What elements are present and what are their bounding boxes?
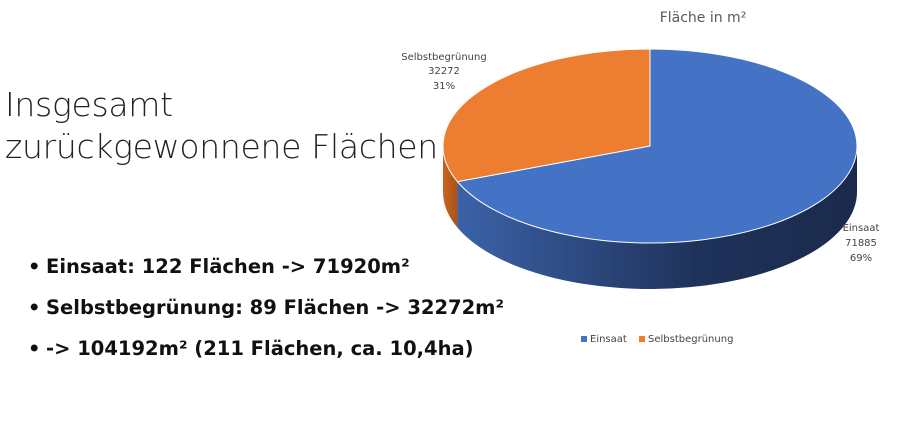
slide-title: Insgesamt zurückgewonnene Flächen	[5, 84, 438, 168]
legend-swatch-selbstbegruenung	[639, 336, 645, 342]
bullet-item: • Einsaat: 122 Flächen -> 71920m²	[28, 255, 410, 278]
data-label-einsaat: Einsaat 71885 69%	[843, 223, 880, 264]
pie-slices	[442, 48, 858, 289]
data-label-percent: 69%	[850, 253, 872, 264]
legend: Einsaat Selbstbegrünung	[581, 334, 733, 345]
slide-title-line: Insgesamt	[5, 85, 173, 124]
data-label-percent: 31%	[433, 81, 455, 92]
slide-title-line: zurückgewonnene Flächen	[5, 127, 438, 166]
data-label-selbstbegruenung: Selbstbegrünung 32272 31%	[401, 52, 486, 92]
pie-side-einsaat	[457, 146, 857, 289]
pie-slice-einsaat	[456, 48, 858, 244]
legend-label: Einsaat	[590, 334, 627, 345]
bullet-list: • Einsaat: 122 Flächen -> 71920m² • Selbst…	[28, 246, 504, 369]
data-label-value: 71885	[845, 238, 877, 249]
data-label-category: Selbstbegrünung	[401, 52, 486, 63]
legend-swatch-einsaat	[581, 336, 587, 342]
legend-label: Selbstbegrünung	[648, 334, 733, 345]
pie-slice-selbstbegruenung	[442, 48, 651, 183]
chart-title: Fläche in m²	[660, 10, 747, 26]
bullet-item: • Selbstbegrünung: 89 Flächen -> 32272m²	[28, 296, 505, 319]
data-label-value: 32272	[428, 66, 460, 77]
data-label-category: Einsaat	[843, 223, 880, 234]
bullet-item: • -> 104192m² (211 Flächen, ca. 10,4ha)	[28, 337, 474, 360]
pie-side-selbstbegruenung	[443, 146, 458, 228]
